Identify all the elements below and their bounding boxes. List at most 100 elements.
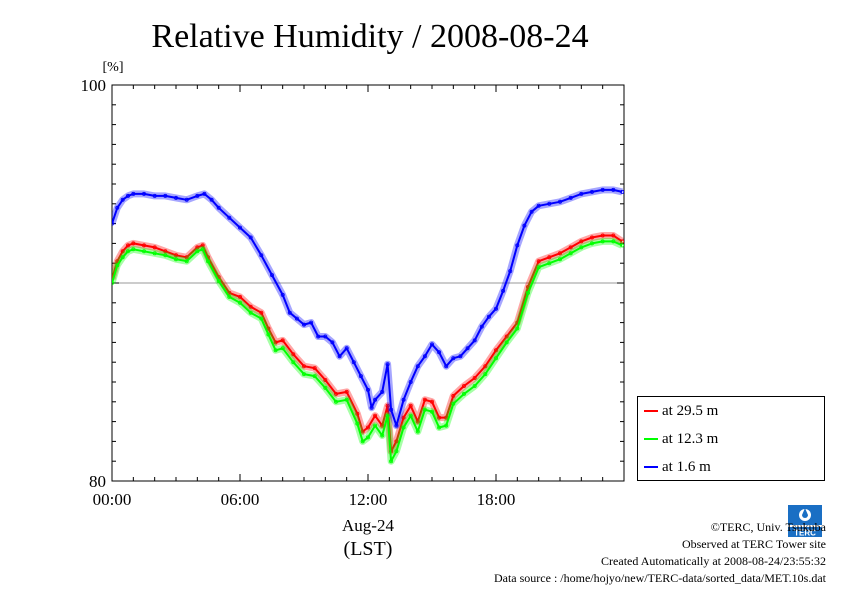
data-point bbox=[620, 243, 624, 248]
data-point bbox=[547, 261, 552, 266]
data-point bbox=[195, 249, 200, 254]
data-point bbox=[120, 197, 125, 202]
data-point bbox=[112, 221, 114, 226]
data-point bbox=[504, 334, 509, 339]
data-point bbox=[451, 356, 456, 361]
data-point bbox=[152, 245, 157, 250]
data-point bbox=[216, 278, 221, 283]
data-point bbox=[131, 191, 136, 196]
data-point bbox=[152, 251, 157, 256]
data-point bbox=[444, 423, 449, 428]
data-point bbox=[280, 292, 285, 297]
data-point bbox=[312, 366, 317, 371]
logo-text: TERC bbox=[794, 529, 816, 538]
data-point bbox=[590, 241, 595, 246]
data-point bbox=[611, 187, 616, 192]
data-point bbox=[330, 340, 335, 345]
data-point bbox=[401, 397, 406, 402]
legend-item: at 29.5 m bbox=[644, 401, 718, 421]
data-point bbox=[216, 205, 221, 210]
source-text: Data source : /home/hojyo/new/TERC-data/… bbox=[493, 571, 826, 585]
data-point bbox=[526, 290, 531, 295]
data-point bbox=[360, 429, 365, 434]
data-point bbox=[273, 348, 278, 353]
data-point bbox=[287, 310, 292, 315]
data-point bbox=[141, 191, 146, 196]
data-point bbox=[389, 459, 394, 464]
data-point bbox=[437, 425, 442, 430]
data-point bbox=[237, 225, 242, 230]
data-point bbox=[365, 425, 370, 430]
data-point bbox=[408, 379, 413, 384]
x-tick-label: 12:00 bbox=[349, 490, 388, 509]
legend-label: at 1.6 m bbox=[662, 458, 711, 475]
data-point bbox=[280, 338, 285, 343]
data-point bbox=[422, 354, 427, 359]
data-point bbox=[365, 387, 370, 392]
data-point bbox=[301, 322, 306, 327]
data-point bbox=[184, 197, 189, 202]
data-point bbox=[415, 364, 420, 369]
y-unit-label: [%] bbox=[103, 60, 124, 75]
data-point bbox=[547, 201, 552, 206]
data-point bbox=[259, 253, 264, 258]
legend-item: at 12.3 m bbox=[644, 429, 718, 449]
data-point bbox=[458, 354, 463, 359]
data-point bbox=[385, 362, 390, 367]
data-point bbox=[120, 249, 125, 254]
data-point bbox=[590, 235, 595, 240]
data-point bbox=[115, 263, 120, 268]
x-tick-label: 06:00 bbox=[221, 490, 260, 509]
data-point bbox=[394, 439, 399, 444]
data-point bbox=[385, 403, 390, 408]
legend-label: at 29.5 m bbox=[662, 402, 719, 419]
data-point bbox=[205, 259, 210, 264]
data-point bbox=[515, 326, 520, 331]
series-line bbox=[112, 234, 623, 453]
plot-series bbox=[112, 186, 624, 465]
data-point bbox=[273, 340, 278, 345]
data-point bbox=[355, 421, 360, 426]
axis-labels: 00:00 06:00 12:00 18:00 100 80 bbox=[81, 76, 516, 509]
data-point bbox=[184, 259, 189, 264]
data-point bbox=[301, 364, 306, 369]
data-point bbox=[380, 423, 385, 428]
data-point bbox=[389, 407, 394, 412]
data-point bbox=[437, 415, 442, 420]
data-point bbox=[472, 338, 477, 343]
x-tick-label: 00:00 bbox=[93, 490, 132, 509]
data-point bbox=[163, 193, 168, 198]
legend: at 29.5 m at 12.3 m at 1.6 m bbox=[637, 396, 825, 481]
data-point bbox=[600, 239, 605, 244]
data-point bbox=[579, 245, 584, 250]
data-point bbox=[486, 314, 491, 319]
data-point bbox=[451, 401, 456, 406]
legend-swatch bbox=[644, 408, 658, 414]
data-point bbox=[266, 332, 271, 337]
data-point bbox=[558, 199, 563, 204]
data-point bbox=[493, 348, 498, 353]
data-point bbox=[312, 374, 317, 379]
data-point bbox=[200, 247, 205, 252]
data-point bbox=[558, 251, 563, 256]
data-point bbox=[429, 342, 434, 347]
data-point bbox=[415, 429, 420, 434]
data-point bbox=[508, 269, 513, 274]
data-point bbox=[493, 306, 498, 311]
y-tick-label: 100 bbox=[81, 76, 107, 95]
legend-label: at 12.3 m bbox=[662, 430, 719, 447]
data-point bbox=[422, 407, 427, 412]
x-zone-label: (LST) bbox=[344, 538, 393, 560]
data-point bbox=[394, 449, 399, 454]
data-point bbox=[373, 423, 378, 428]
data-point bbox=[323, 334, 328, 339]
data-point bbox=[294, 316, 299, 321]
data-point bbox=[401, 425, 406, 430]
data-point bbox=[237, 300, 242, 305]
data-point bbox=[611, 233, 616, 238]
data-point bbox=[291, 360, 296, 365]
data-point bbox=[568, 245, 573, 250]
data-point bbox=[620, 239, 624, 244]
data-point bbox=[301, 372, 306, 377]
